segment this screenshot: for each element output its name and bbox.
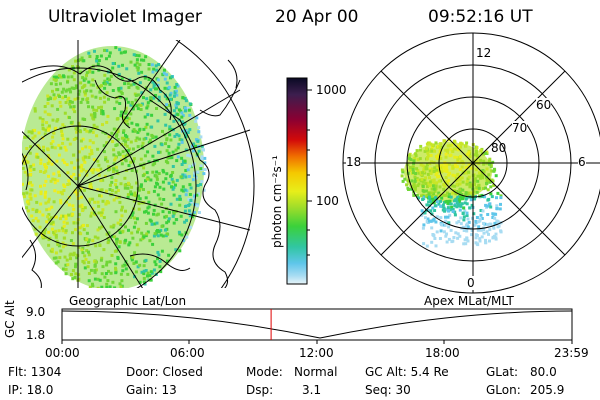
glon-label: GLon:: [486, 383, 521, 397]
timeline-x-tick-2359: 23:59: [554, 346, 589, 360]
time-label: 09:52:16 UT: [428, 7, 533, 27]
dsp-value: 3.1: [302, 383, 322, 397]
right-map-label: Apex MLat/MLT: [424, 294, 514, 308]
colorbar-tick-1000: 1000: [316, 83, 347, 97]
lat-lon-grid: [22, 40, 255, 288]
timeline-x-tick-1200: 12:00: [299, 346, 334, 360]
mlat-label-70: 70: [512, 121, 528, 135]
timeline-ticks: [61, 340, 573, 344]
seq-info: Seq: 30: [365, 383, 411, 397]
gc-alt-info: GC Alt: 5.4 Re: [365, 365, 449, 379]
timeline-y-tick-max: 9.0: [26, 305, 46, 319]
left-map-label: Geographic Lat/Lon: [69, 294, 187, 308]
date-label: 20 Apr 00: [275, 7, 359, 27]
mlt-label-12: 12: [476, 46, 492, 60]
coastlines: [22, 59, 241, 288]
timeline-y-label: GC Alt: [3, 300, 17, 338]
mlat-label-60: 60: [536, 98, 552, 112]
glat-value: 80.0: [530, 365, 557, 379]
mode-label: Mode:: [246, 365, 283, 379]
colorbar-scale: [286, 77, 308, 285]
timeline-y-tick-min: 1.8: [26, 328, 46, 342]
dsp-label: Dsp:: [246, 383, 274, 397]
mlat-label-80: 80: [491, 141, 507, 155]
mlt-label-18: 18: [346, 155, 362, 169]
auroral-emission-right: [400, 138, 503, 248]
door-info: Door: Closed: [126, 365, 203, 379]
flight-info: Flt: 1304: [8, 365, 62, 379]
auroral-emission-left: [22, 46, 207, 288]
mode-value: Normal: [294, 365, 338, 379]
ip-info: IP: 18.0: [8, 383, 54, 397]
mlt-label-6: 6: [578, 155, 586, 169]
glat-label: GLat:: [486, 365, 519, 379]
timeline-x-tick-0600: 06:00: [170, 346, 205, 360]
colorbar-tick-100: 100: [316, 194, 339, 208]
timeline-x-tick-1800: 18:00: [425, 346, 460, 360]
mlt-label-0: 0: [467, 276, 475, 290]
instrument-title: Ultraviolet Imager: [48, 7, 202, 27]
polar-grid: [342, 32, 600, 294]
glon-value: 205.9: [530, 383, 565, 397]
timeline-x-tick-0000: 00:00: [45, 346, 80, 360]
gain-info: Gain: 13: [126, 383, 177, 397]
altitude-curve: [61, 310, 573, 339]
